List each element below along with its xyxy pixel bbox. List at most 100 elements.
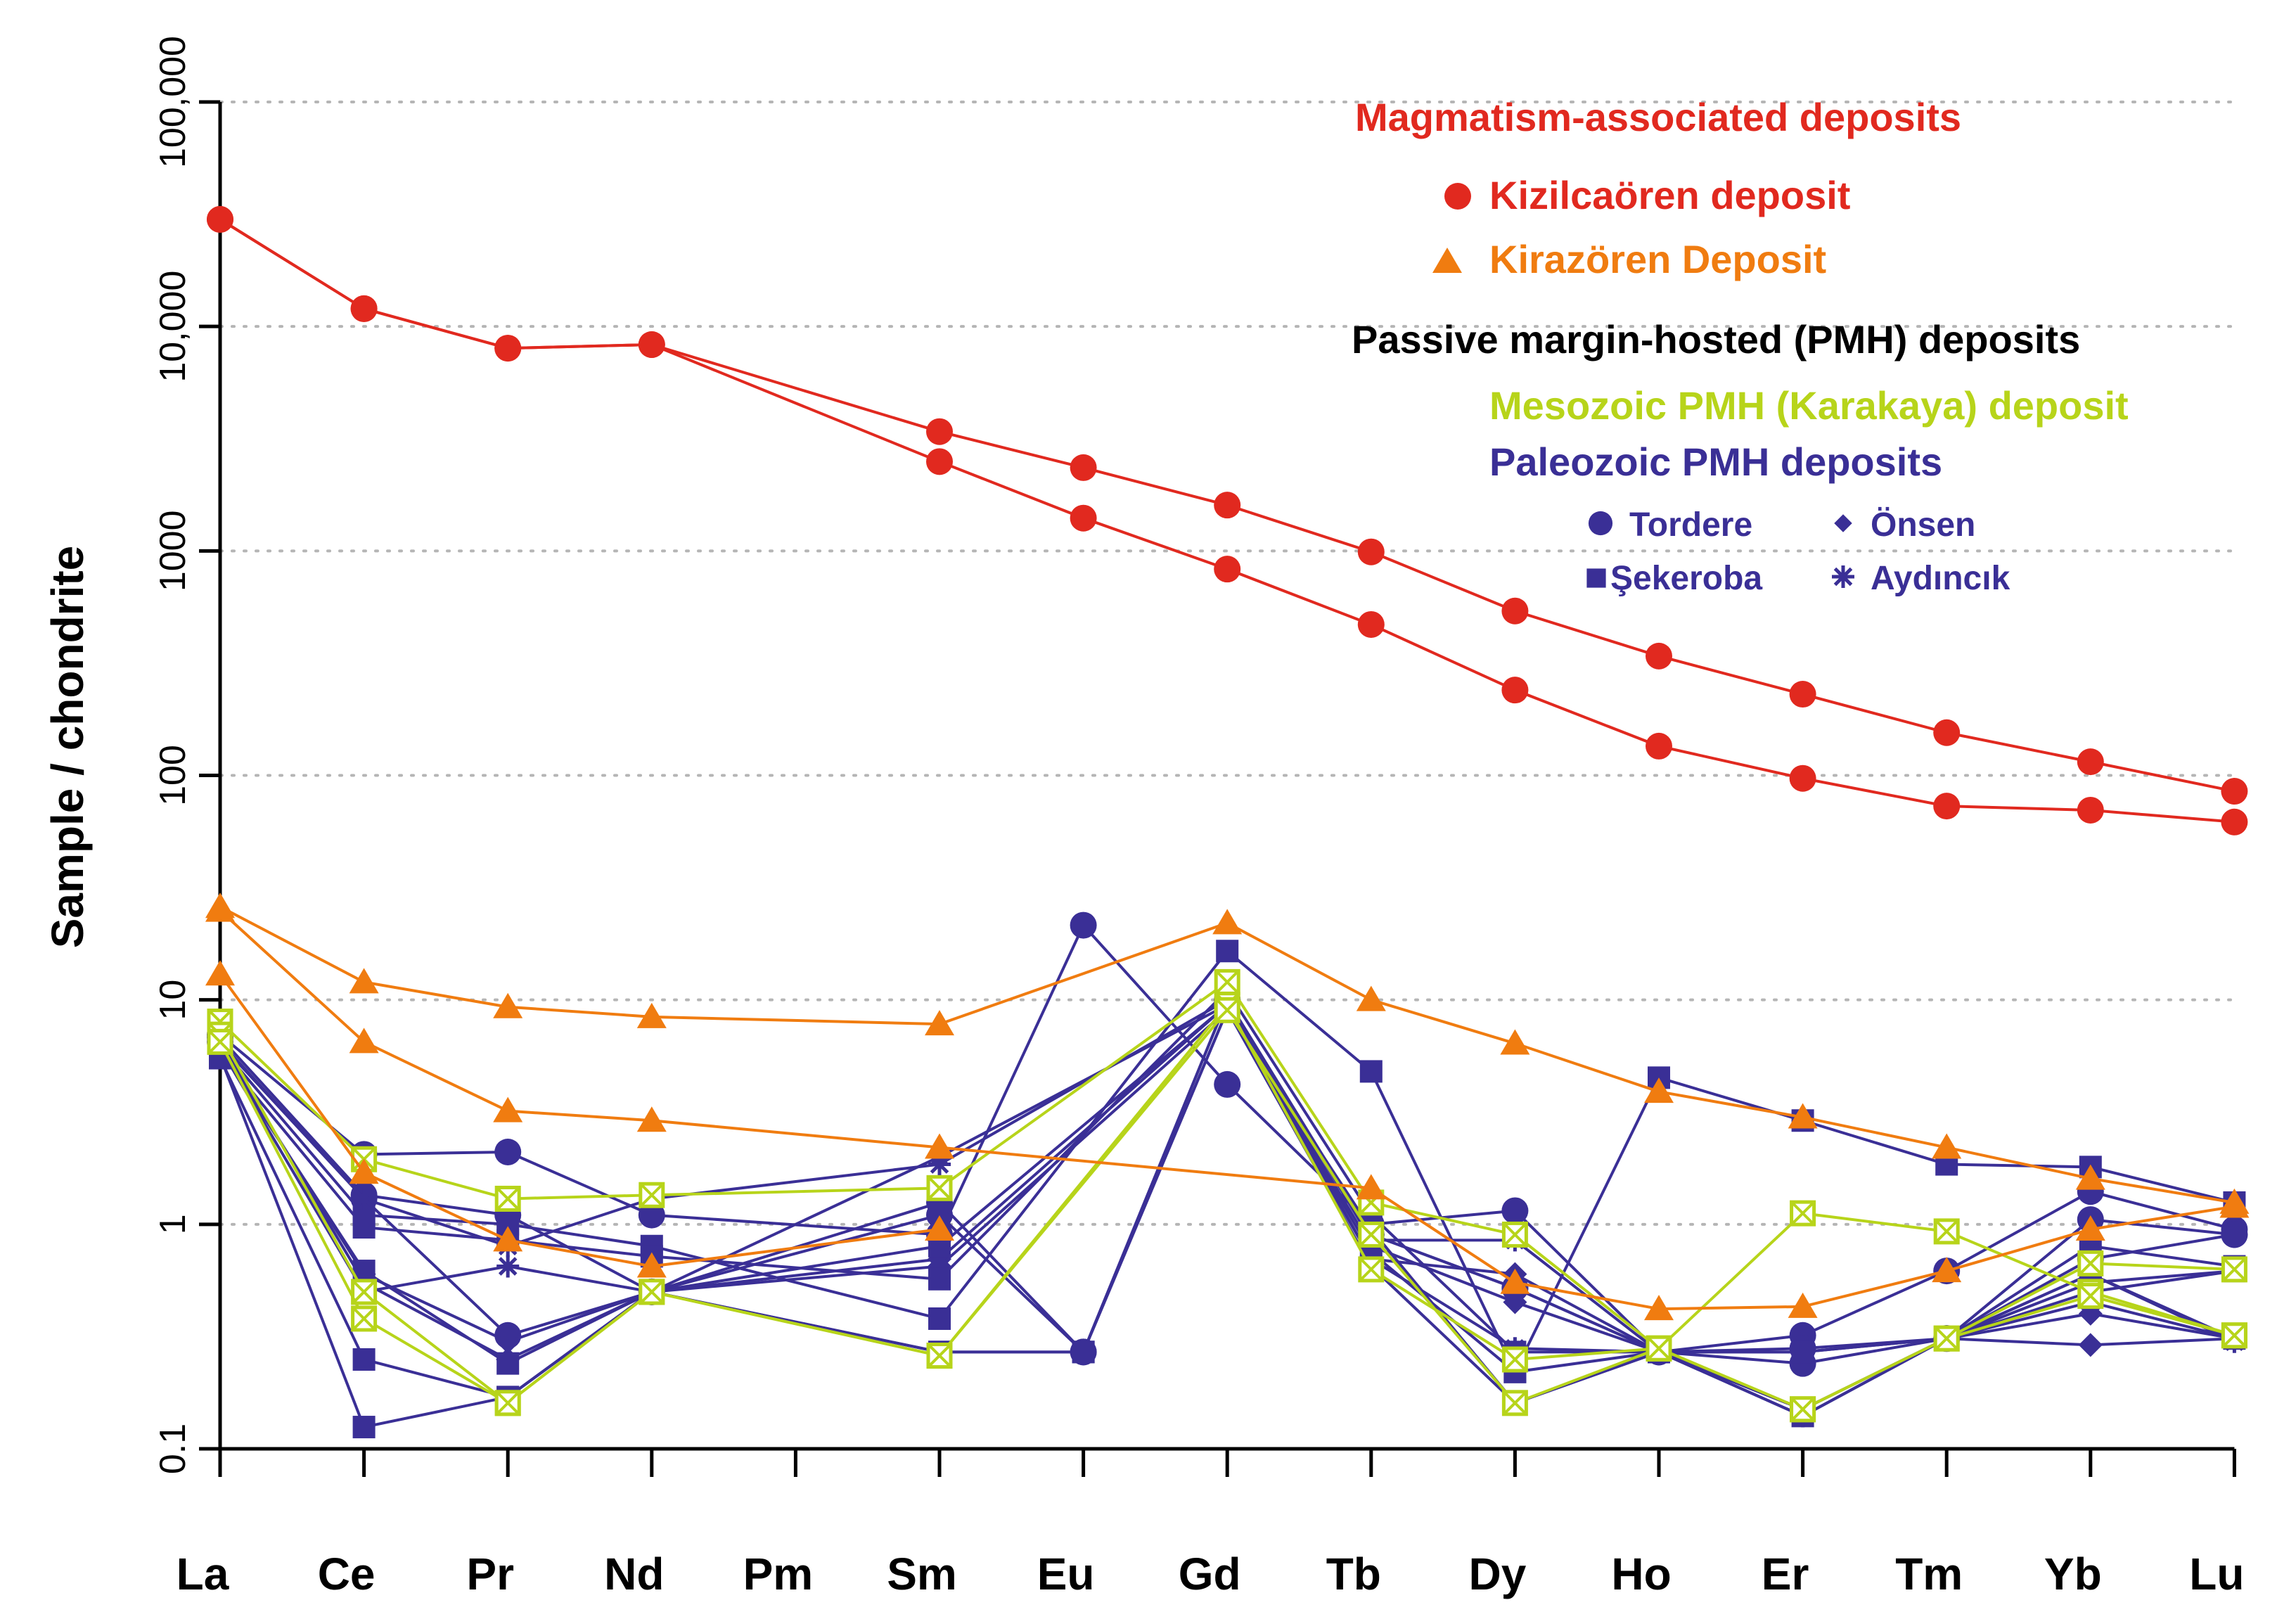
x-tick-label: Sm	[887, 1549, 957, 1599]
data-point-xsquare	[207, 1028, 233, 1055]
series-tordere	[207, 986, 2248, 1377]
series-kizilcaoren	[207, 205, 2248, 836]
series-line-segment	[1514, 689, 1660, 748]
series-line-segment	[363, 1040, 509, 1113]
data-point-circle	[2077, 796, 2104, 824]
data-point-circle	[1501, 1197, 1529, 1224]
series-line-segment	[507, 1291, 653, 1343]
data-point-square	[1791, 1340, 1814, 1364]
x-tick-label: Gd	[1179, 1549, 1241, 1599]
series-line-segment	[363, 1317, 509, 1404]
gridlines	[219, 101, 2236, 1226]
series-line-segment	[1082, 516, 1228, 571]
data-point-circle	[1214, 556, 1241, 583]
series-line-segment	[364, 980, 508, 1009]
series-line-segment	[219, 1020, 365, 1160]
data-point-xsquare	[1933, 1218, 1960, 1245]
series-line-segment	[1947, 805, 2091, 812]
series-line-segment	[2090, 808, 2235, 824]
series-line-segment	[1802, 1119, 1947, 1166]
legend-onsen-label: Önsen	[1871, 506, 1975, 544]
series-line-segment	[219, 1057, 366, 1360]
data-point-diamond	[496, 1329, 520, 1354]
series-line-segment	[363, 1269, 509, 1365]
data-point-xsquare	[1501, 1221, 1528, 1248]
series-line-segment	[1226, 981, 1373, 1203]
data-point-asterisk	[496, 1255, 520, 1278]
series-line-segment	[2090, 1269, 2235, 1293]
data-point-xsquare	[2077, 1250, 2104, 1276]
series-line-segment	[2090, 1190, 2235, 1231]
data-point-triangle	[636, 1106, 667, 1132]
series-line-segment	[219, 1041, 366, 1319]
series-line-segment	[2090, 760, 2235, 793]
series-line-segment	[1946, 1272, 2091, 1340]
series-line-segment	[2090, 1312, 2235, 1340]
data-point-circle	[1214, 492, 1241, 519]
legend-symbol-square	[1586, 568, 1606, 588]
series-line-segment	[2090, 1294, 2235, 1337]
legend-symbol-triangle	[1432, 248, 1462, 273]
series-line-segment	[219, 905, 365, 984]
series-line-segment	[939, 1146, 1371, 1190]
series-line-segment	[364, 1265, 508, 1293]
series-line-segment	[219, 1051, 366, 1229]
data-point-circle	[1646, 732, 1672, 760]
data-point-triangle	[1788, 1103, 1818, 1129]
series-mesozoic	[207, 997, 2247, 1423]
data-point-triangle	[349, 1158, 379, 1184]
series-line-segment	[1945, 1218, 2092, 1340]
x-tick-label: Tb	[1326, 1549, 1381, 1599]
series-line-segment	[650, 1155, 940, 1293]
data-point-diamond	[1503, 1290, 1527, 1314]
data-point-xsquare	[926, 1175, 953, 1201]
x-tick-label: Yb	[2044, 1549, 2102, 1599]
legend-kirazoren-marker	[1432, 248, 1462, 273]
series-line-segment	[364, 307, 508, 350]
series-line-segment	[364, 1358, 508, 1399]
series-line-segment	[507, 1239, 653, 1268]
series-line-segment	[939, 430, 1084, 469]
data-point-square	[352, 1416, 376, 1439]
series-line-segment	[1515, 1347, 1660, 1361]
legend-aydincik-marker	[1832, 565, 1854, 588]
data-point-triangle	[205, 960, 235, 986]
data-point-square	[928, 1307, 951, 1330]
series-line-segment	[1946, 731, 2091, 764]
legend-mesozoic-label: Mesozoic PMH (Karakaya) deposit	[1489, 383, 2129, 428]
series-line-segment	[1658, 1350, 1804, 1418]
data-point-xsquare	[2221, 1322, 2247, 1349]
data-point-circle	[1933, 793, 1961, 820]
series-line-segment	[1947, 1337, 2091, 1347]
data-point-xsquare	[1214, 997, 1240, 1023]
data-point-triangle	[1644, 1295, 1674, 1321]
legend-symbol-diamond	[1834, 514, 1852, 532]
series-line-segment	[1802, 1212, 1947, 1233]
series-line-segment	[651, 1265, 940, 1293]
data-point-square	[352, 1216, 376, 1239]
data-point-circle	[1646, 642, 1672, 670]
series-line-segment	[363, 1171, 509, 1242]
series-line-segment	[507, 1197, 653, 1248]
y-tick-label: 10,000	[153, 271, 193, 383]
data-point-circle	[638, 1201, 665, 1229]
series-line-segment	[1658, 1347, 1804, 1411]
series-line-segment	[1370, 1258, 1516, 1350]
data-point-triangle	[1356, 1174, 1386, 1200]
series-line-segment	[507, 1239, 653, 1258]
data-point-xsquare	[639, 1182, 665, 1208]
y-tick-label: 1000	[153, 510, 193, 591]
data-point-square	[352, 1348, 376, 1371]
series-line-segment	[1370, 1186, 1516, 1284]
data-point-square	[1359, 1060, 1383, 1083]
legend-paleozoic-label: Paleozoic PMH deposits	[1489, 440, 1942, 484]
series-line-segment	[219, 1045, 366, 1216]
data-point-circle	[1789, 764, 1816, 792]
series-kizilcaoren	[207, 205, 2248, 805]
series-line-segment	[219, 218, 365, 310]
series-line-segment	[1514, 1300, 1660, 1354]
series-line-segment	[508, 1005, 652, 1018]
series-line-segment	[2090, 1244, 2235, 1268]
data-point-circle	[2221, 1221, 2248, 1248]
series-line-segment	[1369, 1070, 1517, 1373]
